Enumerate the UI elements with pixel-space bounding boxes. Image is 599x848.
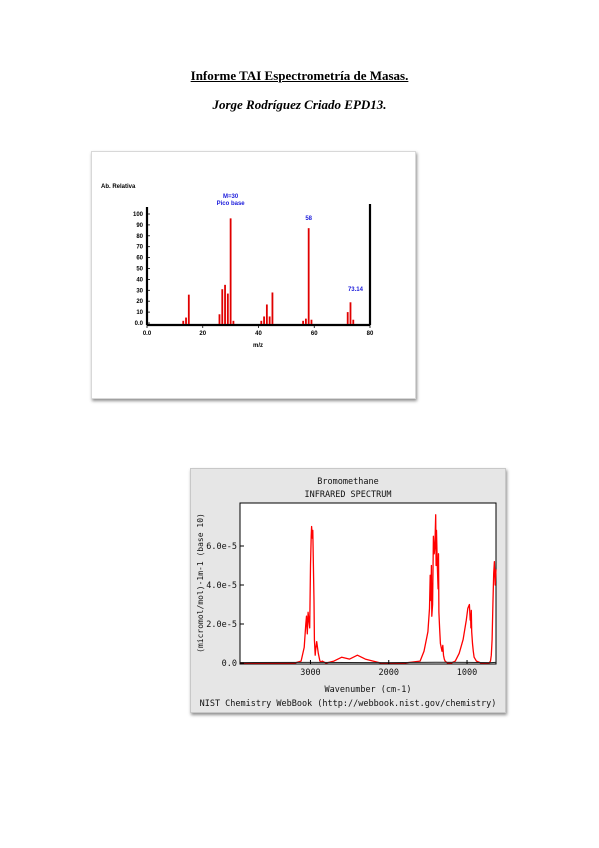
ir-x-tick-label: 2000: [379, 668, 399, 678]
ms-y-tick-label: 80: [136, 234, 143, 240]
mass-spectrum-figure: Ab. Relativa m/z 0.0 10 20 30 40 50 60 70 80 90 10…: [91, 151, 416, 399]
ms-y-tick-label: 100: [133, 212, 144, 218]
ms-peak-bar: [352, 319, 355, 324]
ir-footer-source: NIST Chemistry WebBook (http://webbook.n…: [200, 699, 497, 709]
ms-peak-bar: [229, 218, 232, 324]
ms-x-tick-label: 0.0: [143, 331, 152, 337]
ms-peak-bar: [349, 302, 352, 324]
ir-y-tick-label: 4.0e-5: [206, 581, 237, 591]
ms-peak-bar: [265, 304, 268, 324]
ms-peak-bar: [304, 318, 307, 324]
ms-peak-bar: [185, 317, 187, 324]
ms-peak-annotation: M=30: [223, 194, 239, 200]
ms-peak-bar: [263, 316, 265, 324]
ms-peak-bar: [307, 228, 310, 324]
ir-y-axis-label: (micromol/mol)-1m-1 (base 10): [196, 513, 205, 653]
ms-x-tick-label: 40: [255, 331, 262, 337]
ms-peak-bar: [218, 314, 221, 324]
ms-y-tick-label: 70: [136, 245, 143, 251]
mass-spectrum-chart: Ab. Relativa m/z 0.0 10 20 30 40 50 60 70 80 90 10…: [101, 184, 374, 349]
ms-x-axis-label: m/z: [253, 343, 263, 349]
ms-y-tick-label: 30: [136, 288, 143, 294]
ms-y-tick-label: 40: [136, 277, 143, 283]
ms-peak-annotation: Pico base: [217, 201, 246, 207]
ir-y-tick-label: 6.0e-5: [206, 542, 237, 552]
ir-chart-subtitle: INFRARED SPECTRUM: [305, 490, 392, 500]
document-title: Informe TAI Espectrometría de Masas.: [190, 68, 409, 83]
ms-peak-annotation: 73.14: [348, 287, 364, 293]
ms-y-tick-label: 0.0: [135, 321, 144, 327]
ir-spectrum-chart: Bromomethane INFRARED SPECTRUM 0.0 2.0e-5…: [196, 477, 497, 709]
ir-x-tick-label: 1000: [457, 668, 477, 678]
ms-peak-bar: [302, 320, 304, 324]
ms-y-tick-label: 20: [136, 299, 143, 305]
ms-y-tick-label: 90: [136, 223, 143, 229]
document-author: Jorge Rodríguez Criado EPD13.: [212, 97, 387, 112]
ms-peak-bar: [224, 284, 226, 324]
ir-y-tick-label: 0.0: [222, 659, 237, 669]
ir-spectrum-figure: Bromomethane INFRARED SPECTRUM 0.0 2.0e-5…: [190, 468, 506, 713]
ir-series-line: [240, 514, 497, 664]
ms-peak-bar: [268, 316, 271, 324]
ir-y-tick-label: 2.0e-5: [206, 620, 237, 630]
ms-x-tick-label: 20: [199, 331, 206, 337]
ms-peak-bar: [221, 289, 224, 324]
ms-y-axis-label: Ab. Relativa: [101, 184, 136, 190]
ms-peak-bar: [182, 320, 185, 324]
ms-x-tick-label: 80: [367, 331, 374, 337]
ms-y-tick-label: 60: [136, 256, 143, 262]
ir-x-axis-label: Wavenumber (cm-1): [325, 685, 412, 695]
ir-chart-title: Bromomethane: [317, 477, 378, 487]
ms-peak-bar: [271, 292, 274, 324]
ms-peak-bar: [232, 320, 235, 324]
ms-x-tick-label: 60: [311, 331, 318, 337]
ms-y-tick-label: 50: [136, 267, 143, 273]
ir-plot-area: [239, 502, 497, 665]
ir-x-tick-label: 3000: [300, 668, 320, 678]
ms-peak-bar: [226, 293, 229, 324]
ms-peak-bar: [260, 320, 263, 324]
ms-peak-bar: [310, 319, 313, 324]
ms-y-tick-label: 10: [136, 310, 143, 316]
ms-peak-annotation: 58: [305, 216, 312, 222]
ms-peak-bar: [187, 294, 190, 324]
ms-peak-bar: [346, 312, 349, 324]
